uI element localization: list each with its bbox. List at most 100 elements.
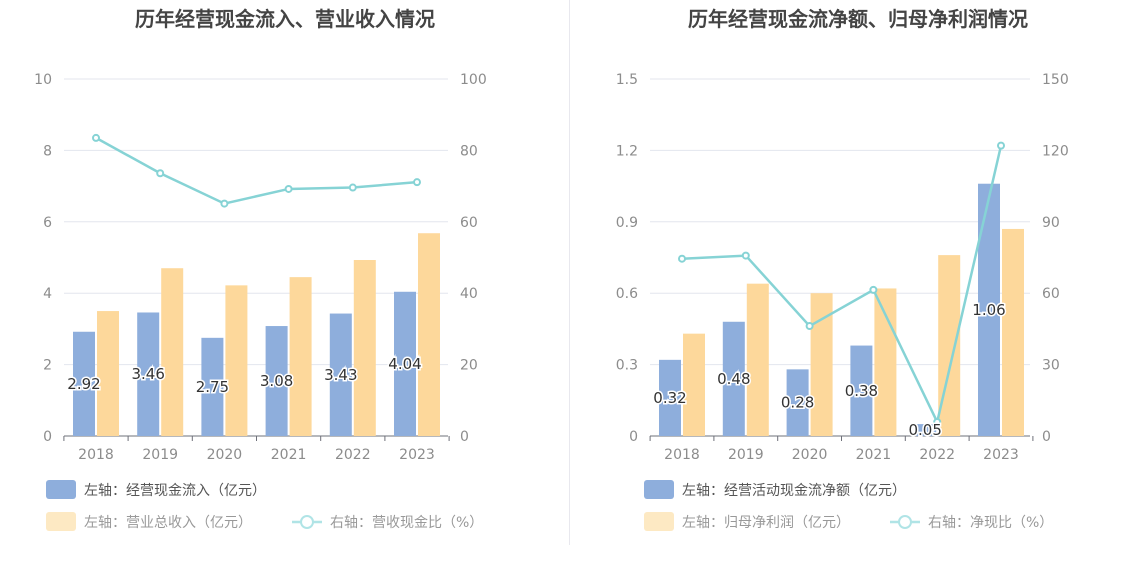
- bar-data-label: 3.43: [324, 366, 357, 384]
- right-axis-tick-label: 90: [1042, 215, 1060, 231]
- bar-data-label: 0.28: [781, 394, 814, 412]
- left-axis-tick-label: 0.6: [616, 286, 638, 302]
- bar-data-label: 0.05: [908, 421, 941, 439]
- legend-swatch-bar: [644, 480, 674, 499]
- x-axis-tick-label: 2023: [399, 447, 435, 463]
- line-point: [156, 169, 165, 178]
- x-axis-tick-label: 2022: [335, 447, 371, 463]
- legend-swatch-bar: [46, 512, 76, 531]
- right-axis-tick-label: 60: [460, 215, 478, 231]
- x-axis-tick-label: 2018: [664, 447, 700, 463]
- right-axis-tick-label: 0: [1042, 429, 1051, 445]
- bar-series1: [850, 345, 873, 436]
- bar-series1: [73, 331, 95, 436]
- legend-label: 右轴：营收现金比（%）: [330, 515, 483, 531]
- line-point: [92, 133, 100, 142]
- bar-series2: [97, 311, 119, 436]
- right-axis-tick-label: 0: [460, 429, 469, 445]
- legend-swatch-bar: [46, 480, 76, 499]
- legend-swatch-bar: [644, 512, 674, 531]
- line-point: [678, 254, 686, 263]
- x-axis-tick-label: 2020: [207, 447, 243, 463]
- x-axis-tick-label: 2019: [142, 447, 178, 463]
- bar-series2: [225, 285, 248, 436]
- chart-title: 历年经营现金流入、营业收入情况: [135, 7, 435, 31]
- right-axis-tick-label: 30: [1042, 358, 1060, 374]
- legend-label: 左轴：经营活动现金流净额（亿元）: [682, 483, 906, 499]
- left-axis-tick-label: 0: [43, 429, 52, 445]
- left-axis-tick-label: 1.5: [616, 72, 638, 88]
- right-axis-tick-label: 20: [460, 358, 478, 374]
- legend-label: 左轴：经营现金流入（亿元）: [84, 483, 266, 499]
- bar-series1: [201, 337, 224, 436]
- chart-cashflow-net: 历年经营现金流净额、归母净利润情况 0 0 0.3 30 0.6 60 0.9 90 1.2 120…: [616, 7, 1069, 531]
- bar-series2: [810, 293, 833, 436]
- line-point: [869, 285, 878, 294]
- bar-series1: [659, 359, 681, 436]
- bar-series2: [161, 268, 184, 436]
- bar-series2: [418, 233, 440, 436]
- left-axis-tick-label: 1.2: [616, 143, 638, 159]
- bar-series1: [978, 183, 1000, 436]
- legend-label: 右轴：净现比（%）: [928, 515, 1053, 531]
- bar-series2: [874, 288, 897, 436]
- legend-label: 左轴：归母净利润（亿元）: [682, 514, 850, 531]
- bar-series1: [394, 291, 416, 436]
- bar-series2: [683, 333, 705, 436]
- bar-series1: [914, 424, 937, 436]
- left-axis-tick-label: 2: [43, 358, 52, 374]
- line-point: [284, 184, 293, 193]
- bar-data-label: 4.04: [388, 355, 421, 373]
- chart-divider: [569, 0, 570, 545]
- line-point: [805, 322, 814, 331]
- left-axis-tick-label: 0.9: [616, 215, 638, 231]
- line-point: [997, 141, 1005, 150]
- bar-series1: [786, 369, 809, 436]
- legend-swatch-point: [898, 515, 912, 529]
- right-axis-tick-label: 120: [1042, 143, 1069, 159]
- bar-series2: [746, 283, 769, 436]
- line-point: [933, 417, 942, 426]
- legend-label: 左轴：营业总收入（亿元）: [84, 515, 252, 531]
- left-axis-tick-label: 0: [629, 429, 638, 445]
- right-axis-tick-label: 100: [460, 72, 487, 88]
- x-axis-tick-label: 2018: [78, 447, 114, 463]
- legend-swatch-point: [300, 515, 314, 529]
- bar-data-label: 2.75: [196, 378, 229, 396]
- bar-series1: [329, 313, 352, 436]
- left-axis-tick-label: 8: [43, 143, 52, 159]
- bar-data-label: 0.32: [653, 389, 686, 407]
- x-axis-tick-label: 2020: [792, 447, 828, 463]
- bar-data-label: 3.08: [260, 372, 293, 390]
- bar-series1: [137, 312, 160, 436]
- x-axis-tick-label: 2021: [856, 447, 892, 463]
- line-point: [413, 178, 421, 187]
- chart-cashflow-inflow: 历年经营现金流入、营业收入情况 0 0 2 20 4 40 6 60 8 80 10 100 2018 20…: [34, 7, 487, 531]
- left-axis-tick-label: 10: [34, 72, 52, 88]
- bar-data-label: 2.92: [67, 375, 100, 393]
- right-axis-tick-label: 150: [1042, 72, 1069, 88]
- right-axis-tick-label: 80: [460, 143, 478, 159]
- bar-series2: [289, 277, 312, 436]
- line-series: [681, 145, 1003, 426]
- bar-series1: [722, 321, 745, 436]
- bar-series2: [1002, 228, 1024, 436]
- right-axis-tick-label: 60: [1042, 286, 1060, 302]
- x-axis-tick-label: 2021: [271, 447, 307, 463]
- bar-data-label: 1.06: [972, 301, 1005, 319]
- x-axis-tick-label: 2019: [728, 447, 764, 463]
- bar-series2: [353, 259, 376, 436]
- line-point: [741, 251, 750, 260]
- chart-title: 历年经营现金流净额、归母净利润情况: [688, 7, 1028, 31]
- line-series: [95, 136, 418, 205]
- left-axis-tick-label: 6: [43, 215, 52, 231]
- x-axis-tick-label: 2022: [919, 447, 955, 463]
- line-point: [220, 199, 229, 208]
- bar-data-label: 0.48: [717, 370, 750, 388]
- left-axis-tick-label: 4: [43, 286, 52, 302]
- bar-series1: [265, 326, 288, 436]
- bar-data-label: 3.46: [131, 365, 164, 383]
- x-axis-tick-label: 2023: [983, 447, 1019, 463]
- line-point: [348, 183, 357, 192]
